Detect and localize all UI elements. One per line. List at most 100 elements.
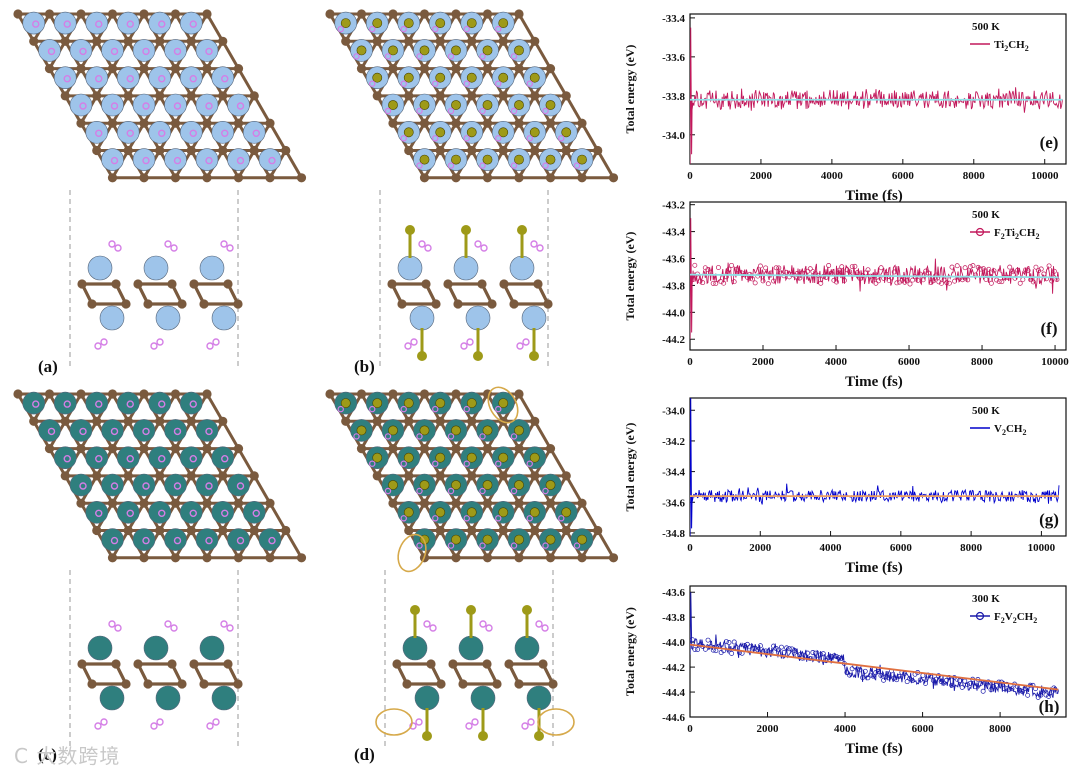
carbon-atom — [189, 279, 199, 289]
hydrogen-atom — [415, 718, 423, 726]
carbon-atom — [404, 471, 414, 481]
x-tick-label: 2000 — [752, 356, 775, 368]
metal-atom — [87, 635, 113, 661]
series-marker — [910, 277, 916, 283]
fluorine-atom — [435, 398, 446, 408]
series-marker — [723, 639, 729, 645]
fluorine-atom — [466, 605, 476, 615]
series-marker — [857, 667, 863, 673]
y-tick-label: -34.2 — [662, 436, 685, 448]
hydrogen-atom — [400, 135, 407, 142]
carbon-atom — [186, 471, 196, 481]
carbon-atom — [530, 91, 540, 101]
x-tick-label: 10000 — [1031, 170, 1059, 182]
hydrogen-atom — [95, 400, 103, 408]
fluorine-atom — [577, 154, 587, 165]
series-marker — [726, 266, 732, 272]
carbon-atom — [404, 416, 414, 426]
series-marker — [776, 265, 782, 271]
carbon-atom — [218, 36, 228, 46]
metal-atom — [179, 11, 203, 35]
y-tick-label: -43.4 — [662, 227, 685, 239]
series-marker — [702, 265, 708, 271]
metal-atom — [38, 419, 61, 442]
y-axis-title: Total energy (eV) — [623, 607, 637, 696]
y-axis-title: Total energy (eV) — [623, 423, 637, 512]
panel-label-a: (a) — [38, 357, 58, 376]
hydrogen-atom — [510, 107, 518, 115]
metal-atom — [148, 500, 172, 524]
carbon-atom — [509, 299, 519, 309]
carbon-atom — [77, 279, 87, 289]
hydrogen-atom — [521, 722, 529, 730]
panel-label: (e) — [1040, 133, 1059, 152]
legend-temperature: 500 K — [972, 405, 1000, 417]
series-marker — [883, 674, 889, 680]
carbon-atom — [167, 659, 177, 669]
series-marker — [752, 645, 758, 651]
hydrogen-atom — [142, 427, 150, 436]
carbon-atom — [218, 91, 228, 101]
metal-atom — [195, 528, 219, 551]
carbon-atom — [186, 145, 196, 156]
series-marker — [1007, 264, 1013, 270]
x-tick-label: 6000 — [912, 723, 935, 735]
hydrogen-atom — [530, 240, 538, 248]
carbon-atom — [492, 679, 502, 689]
x-tick-label: 4000 — [834, 723, 857, 735]
carbon-atom — [202, 64, 212, 74]
metal-atom — [258, 528, 282, 551]
carbon-atom — [608, 553, 619, 563]
legend-subscript: 2 — [1035, 232, 1039, 241]
series-marker — [771, 643, 776, 649]
carbon-atom — [44, 64, 55, 74]
highlight-circle — [375, 708, 413, 736]
metal-atom — [148, 66, 172, 89]
metal-atom — [509, 255, 535, 281]
hydrogen-atom — [108, 620, 116, 628]
series-marker — [839, 264, 845, 270]
series-spike — [690, 27, 693, 164]
series-marker — [763, 265, 769, 271]
carbon-atom — [530, 145, 540, 156]
carbon-atom — [107, 173, 118, 183]
carbon-atom — [155, 145, 165, 156]
metal-atom — [155, 685, 181, 711]
carbon-atom — [199, 299, 209, 309]
series-marker — [729, 262, 735, 268]
x-tick-label: 6000 — [890, 542, 913, 554]
y-tick-label: -44.2 — [662, 334, 685, 346]
hydrogen-atom — [170, 624, 178, 632]
series-marker — [1025, 268, 1031, 273]
carbon-atom — [467, 36, 477, 46]
series-marker — [923, 680, 928, 686]
carbon-atom — [123, 416, 133, 426]
series-marker — [818, 652, 824, 658]
hydrogen-atom — [573, 542, 581, 549]
carbon-atom — [77, 659, 87, 669]
hydrogen-atom — [465, 722, 473, 730]
hydrogen-atom — [447, 162, 455, 169]
series-marker — [805, 650, 811, 656]
hydrogen-atom — [495, 80, 502, 87]
fluorine-atom — [482, 154, 493, 165]
fluorine-atom — [498, 18, 509, 28]
y-tick-label: -34.8 — [662, 528, 685, 540]
series-marker — [952, 278, 958, 284]
series-marker — [1001, 686, 1007, 692]
chart-0: 0 2000 4000 6000 8000 10000 -34.0 -33.8 -33.6 -33… — [623, 13, 1067, 204]
carbon-atom — [451, 118, 461, 128]
bond — [533, 40, 552, 70]
series-marker — [1051, 268, 1057, 274]
carbon-atom — [76, 444, 86, 454]
hydrogen-atom — [173, 156, 182, 165]
carbon-atom — [233, 299, 243, 309]
metal-atom — [164, 93, 187, 117]
carbon-atom — [514, 173, 524, 183]
carbon-atom — [482, 173, 493, 183]
metal-atom — [87, 255, 113, 281]
x-tick-label: 8000 — [971, 356, 994, 368]
hydrogen-atom — [471, 718, 479, 726]
fluorine-atom — [498, 72, 509, 83]
carbon-atom — [561, 145, 571, 156]
